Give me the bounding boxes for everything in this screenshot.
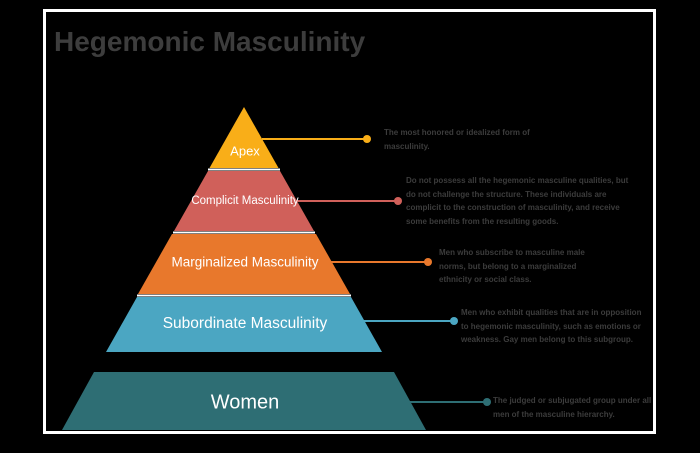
note-apex: The most honored or idealized form of ma…: [384, 128, 530, 151]
band-label-subordinate: Subordinate Masculinity: [162, 315, 328, 332]
band-label-complicit: Complicit Masculinity: [191, 195, 299, 207]
band-label-marginalized: Marginalized Masculinity: [171, 254, 319, 270]
band-label-apex: Apex: [230, 143, 260, 159]
pyramid-level-marginalized: [138, 234, 350, 294]
page-title: Hegemonic Masculinity: [54, 26, 366, 57]
note-subordinate: Men who exhibit qualities that are in op…: [461, 308, 642, 344]
leader-dot-subordinate: [450, 317, 458, 325]
leader-dot-complicit: [394, 197, 402, 205]
note-women: The judged or subjugated group under all…: [493, 396, 652, 419]
leader-dot-women: [483, 398, 491, 406]
pyramid-level-complicit: [174, 171, 314, 231]
pyramid-level-women: [62, 372, 426, 430]
pyramid-level-subordinate: [106, 297, 382, 352]
pyramid-level-apex: [209, 107, 279, 168]
band-label-women: Women: [210, 391, 280, 414]
note-marginalized: Men who subscribe to masculine male norm…: [439, 248, 585, 284]
note-complicit: Do not possess all the hegemonic masculi…: [406, 176, 629, 226]
leader-dot-marginalized: [424, 258, 432, 266]
leader-dot-apex: [363, 135, 371, 143]
